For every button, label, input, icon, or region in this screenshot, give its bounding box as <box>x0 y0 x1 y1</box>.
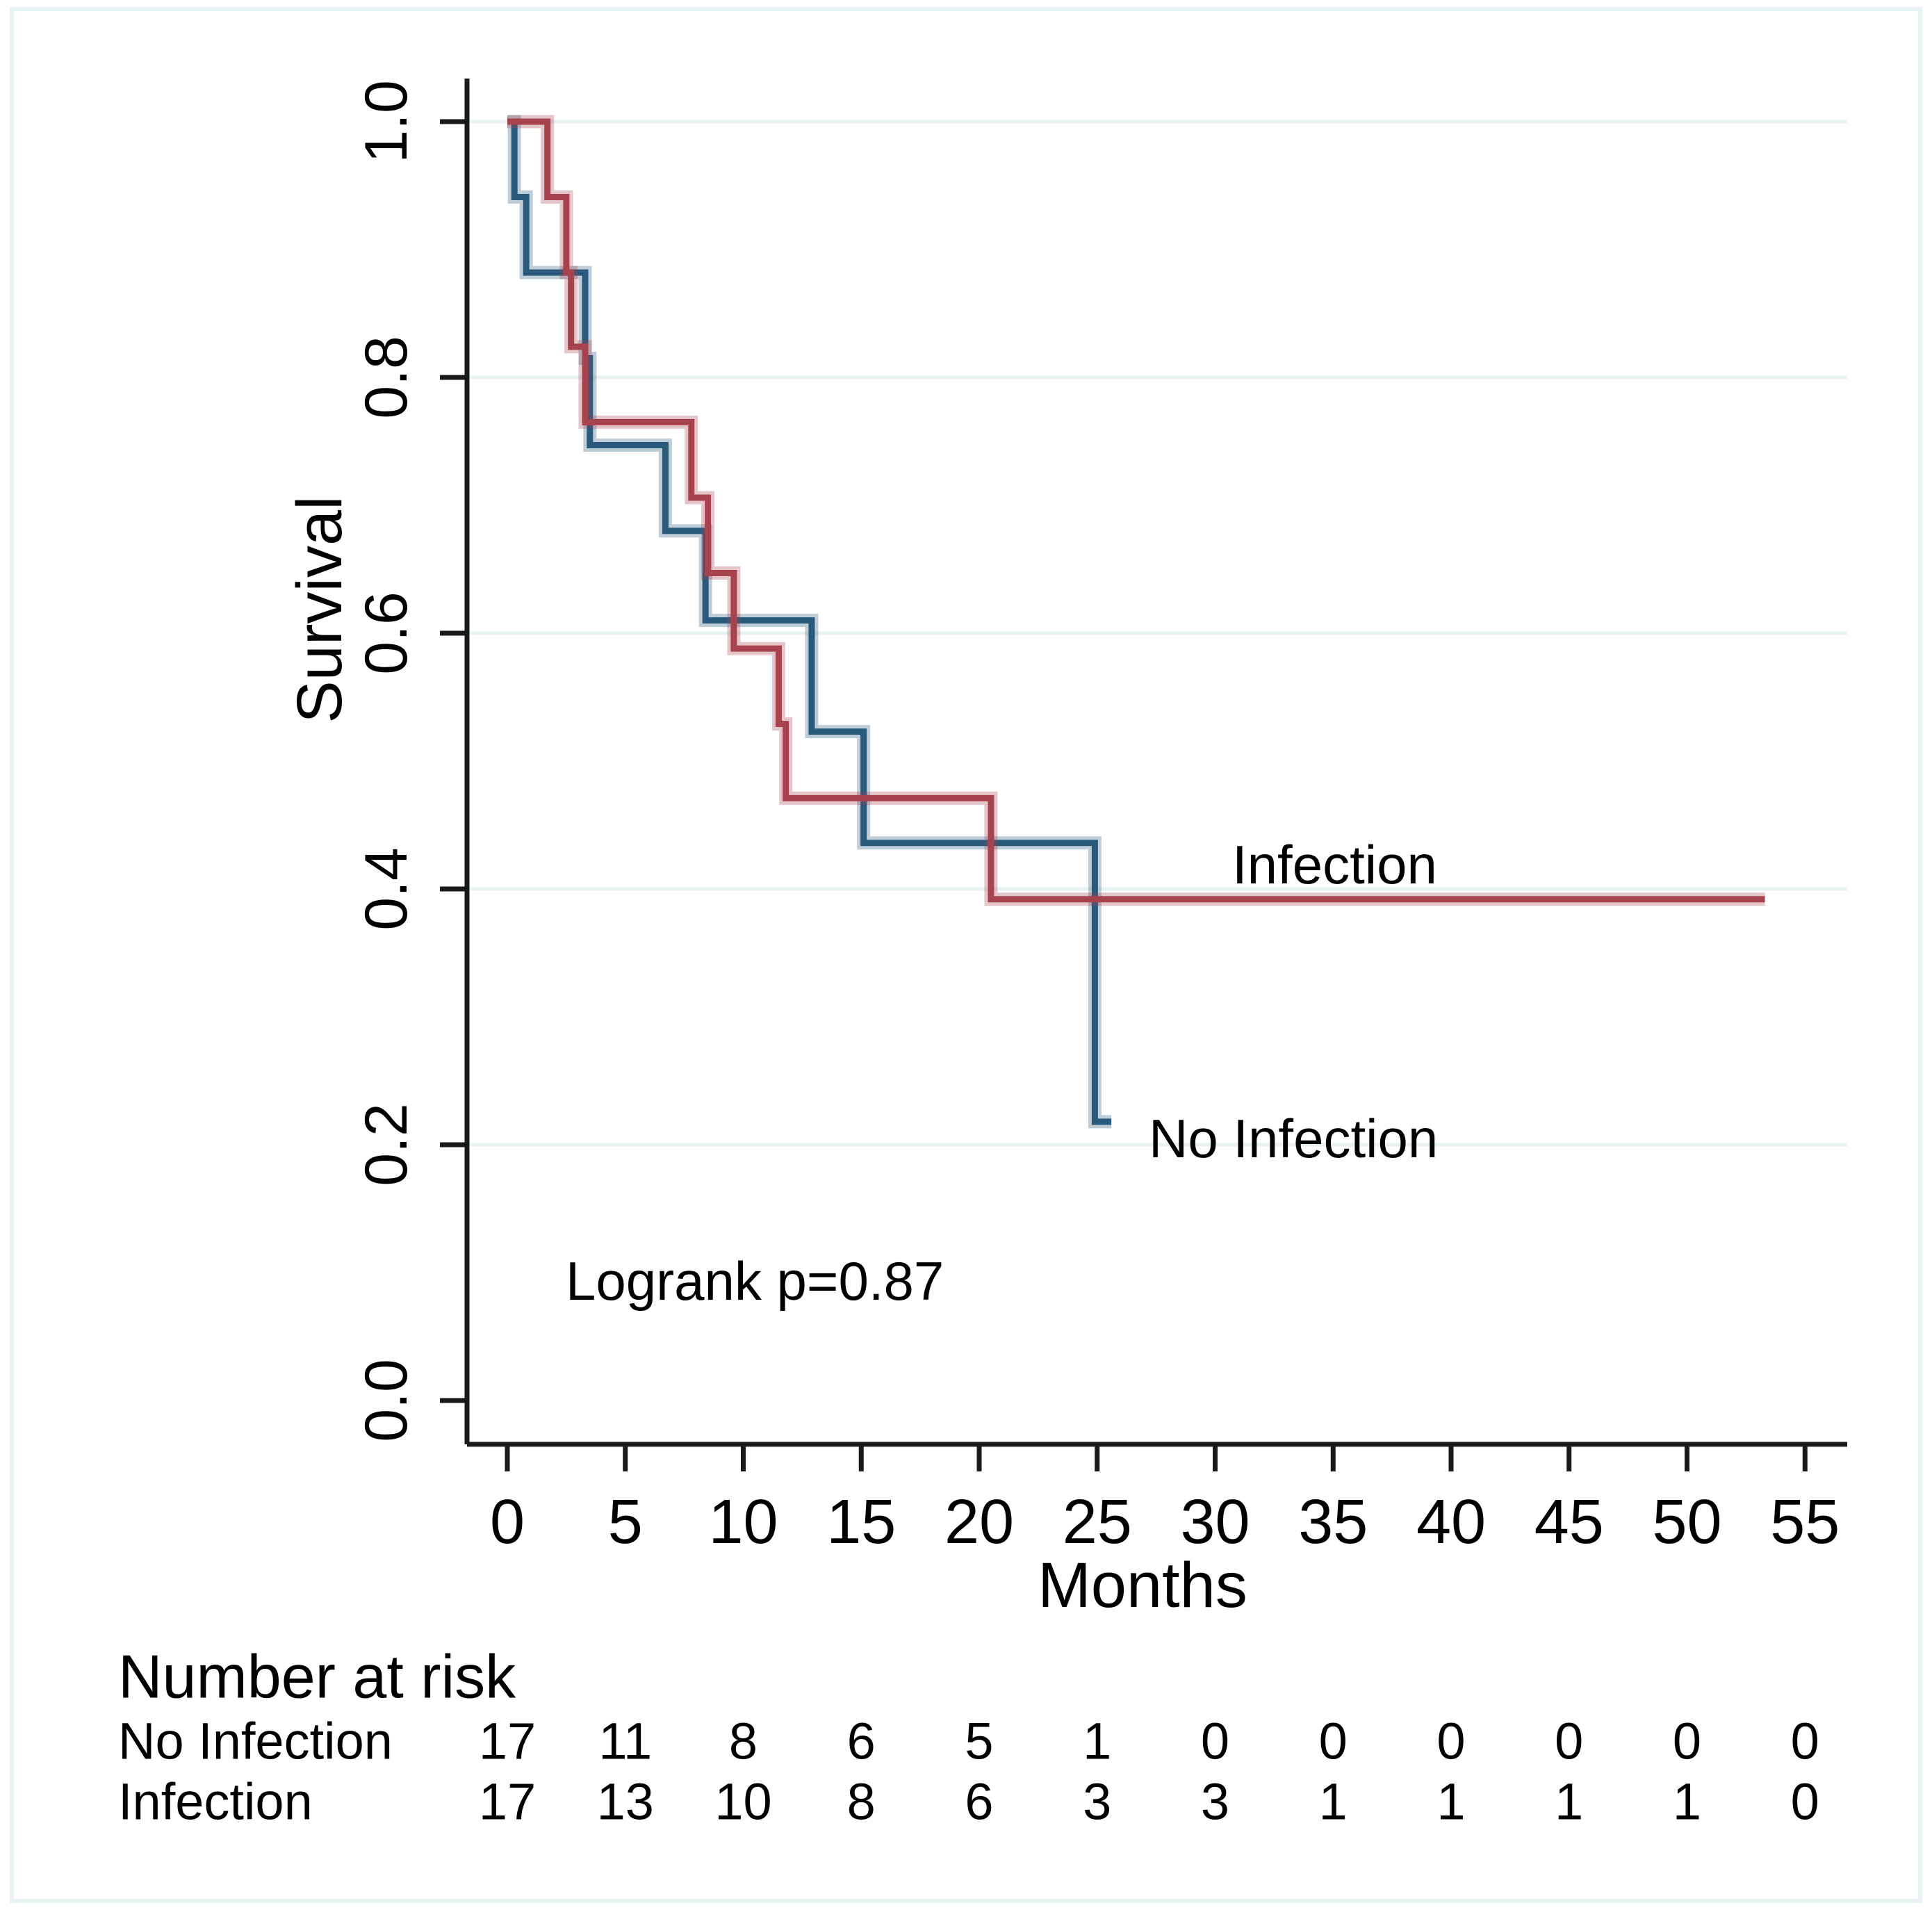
no-infection-curve-label: No Infection <box>1149 1108 1438 1169</box>
risk-count: 0 <box>1673 1713 1701 1770</box>
x-axis-title: Months <box>1038 1550 1247 1621</box>
risk-row-label-infection: Infection <box>118 1773 313 1831</box>
risk-count: 13 <box>597 1773 654 1831</box>
x-tick-label: 10 <box>708 1487 778 1557</box>
axes <box>464 79 1847 1447</box>
risk-row-label-no-infection: No Infection <box>118 1713 393 1770</box>
x-tick-label: 55 <box>1770 1487 1840 1557</box>
risk-count: 8 <box>729 1713 758 1770</box>
risk-count: 1 <box>1083 1713 1111 1770</box>
risk-count: 0 <box>1791 1713 1819 1770</box>
x-tick-label: 0 <box>490 1487 525 1557</box>
x-tick-label: 40 <box>1416 1487 1486 1557</box>
survival-curves <box>507 115 1765 1129</box>
risk-count: 1 <box>1673 1773 1701 1831</box>
risk-count: 0 <box>1319 1713 1348 1770</box>
x-tick-label: 45 <box>1534 1487 1604 1557</box>
risk-count: 8 <box>847 1773 876 1831</box>
y-tick-label: 1.0 <box>353 80 420 163</box>
axis-ticks <box>440 119 1808 1471</box>
curve-infection <box>507 118 1765 903</box>
risk-count: 3 <box>1083 1773 1111 1831</box>
x-tick-label: 30 <box>1180 1487 1250 1557</box>
risk-count: 0 <box>1201 1713 1229 1770</box>
risk-count: 0 <box>1791 1773 1819 1831</box>
curve-halo-infection <box>507 115 1765 906</box>
curve-no-infection <box>507 118 1112 1125</box>
risk-count: 1 <box>1319 1773 1348 1831</box>
y-axis-title: Survival <box>284 496 355 723</box>
x-tick-label: 5 <box>608 1487 643 1557</box>
x-tick-label: 20 <box>944 1487 1014 1557</box>
y-tick-label: 0.8 <box>353 336 420 419</box>
y-tick-label: 0.0 <box>353 1359 420 1442</box>
risk-count: 0 <box>1436 1713 1465 1770</box>
risk-count: 1 <box>1555 1773 1583 1831</box>
risk-count: 10 <box>714 1773 771 1831</box>
x-tick-label: 25 <box>1063 1487 1132 1557</box>
y-tick-label: 0.4 <box>353 847 420 931</box>
risk-count: 17 <box>479 1713 536 1770</box>
risk-count: 0 <box>1555 1713 1583 1770</box>
x-tick-label: 35 <box>1298 1487 1368 1557</box>
risk-count: 1 <box>1436 1773 1465 1831</box>
infection-curve-label: Infection <box>1232 834 1437 895</box>
figure-border <box>10 7 1922 1903</box>
y-tick-label: 0.2 <box>353 1103 420 1186</box>
logrank-annotation: Logrank p=0.87 <box>566 1250 944 1312</box>
risk-count: 6 <box>847 1713 876 1770</box>
risk-count: 17 <box>479 1773 536 1831</box>
risk-table-values: 17 11 8 6 5 1 0 0 0 0 0 017 13 10 8 6 3 3 1 1 1 1 0 <box>479 1713 1819 1831</box>
y-tick-label: 0.6 <box>353 591 420 675</box>
x-tick-label: 15 <box>826 1487 896 1557</box>
risk-count: 11 <box>598 1713 652 1770</box>
risk-count: 3 <box>1201 1773 1229 1831</box>
risk-count: 5 <box>965 1713 993 1770</box>
risk-table-title: Number at risk <box>118 1642 516 1711</box>
x-tick-label: 50 <box>1652 1487 1721 1557</box>
risk-count: 6 <box>965 1773 993 1831</box>
axis-tick-labels: 0.0 0.2 0.4 0.6 0.8 1.0 0 5 10 15 20 25 30 35 40 45 50 55 <box>353 80 1840 1557</box>
gridlines <box>467 120 1847 1147</box>
